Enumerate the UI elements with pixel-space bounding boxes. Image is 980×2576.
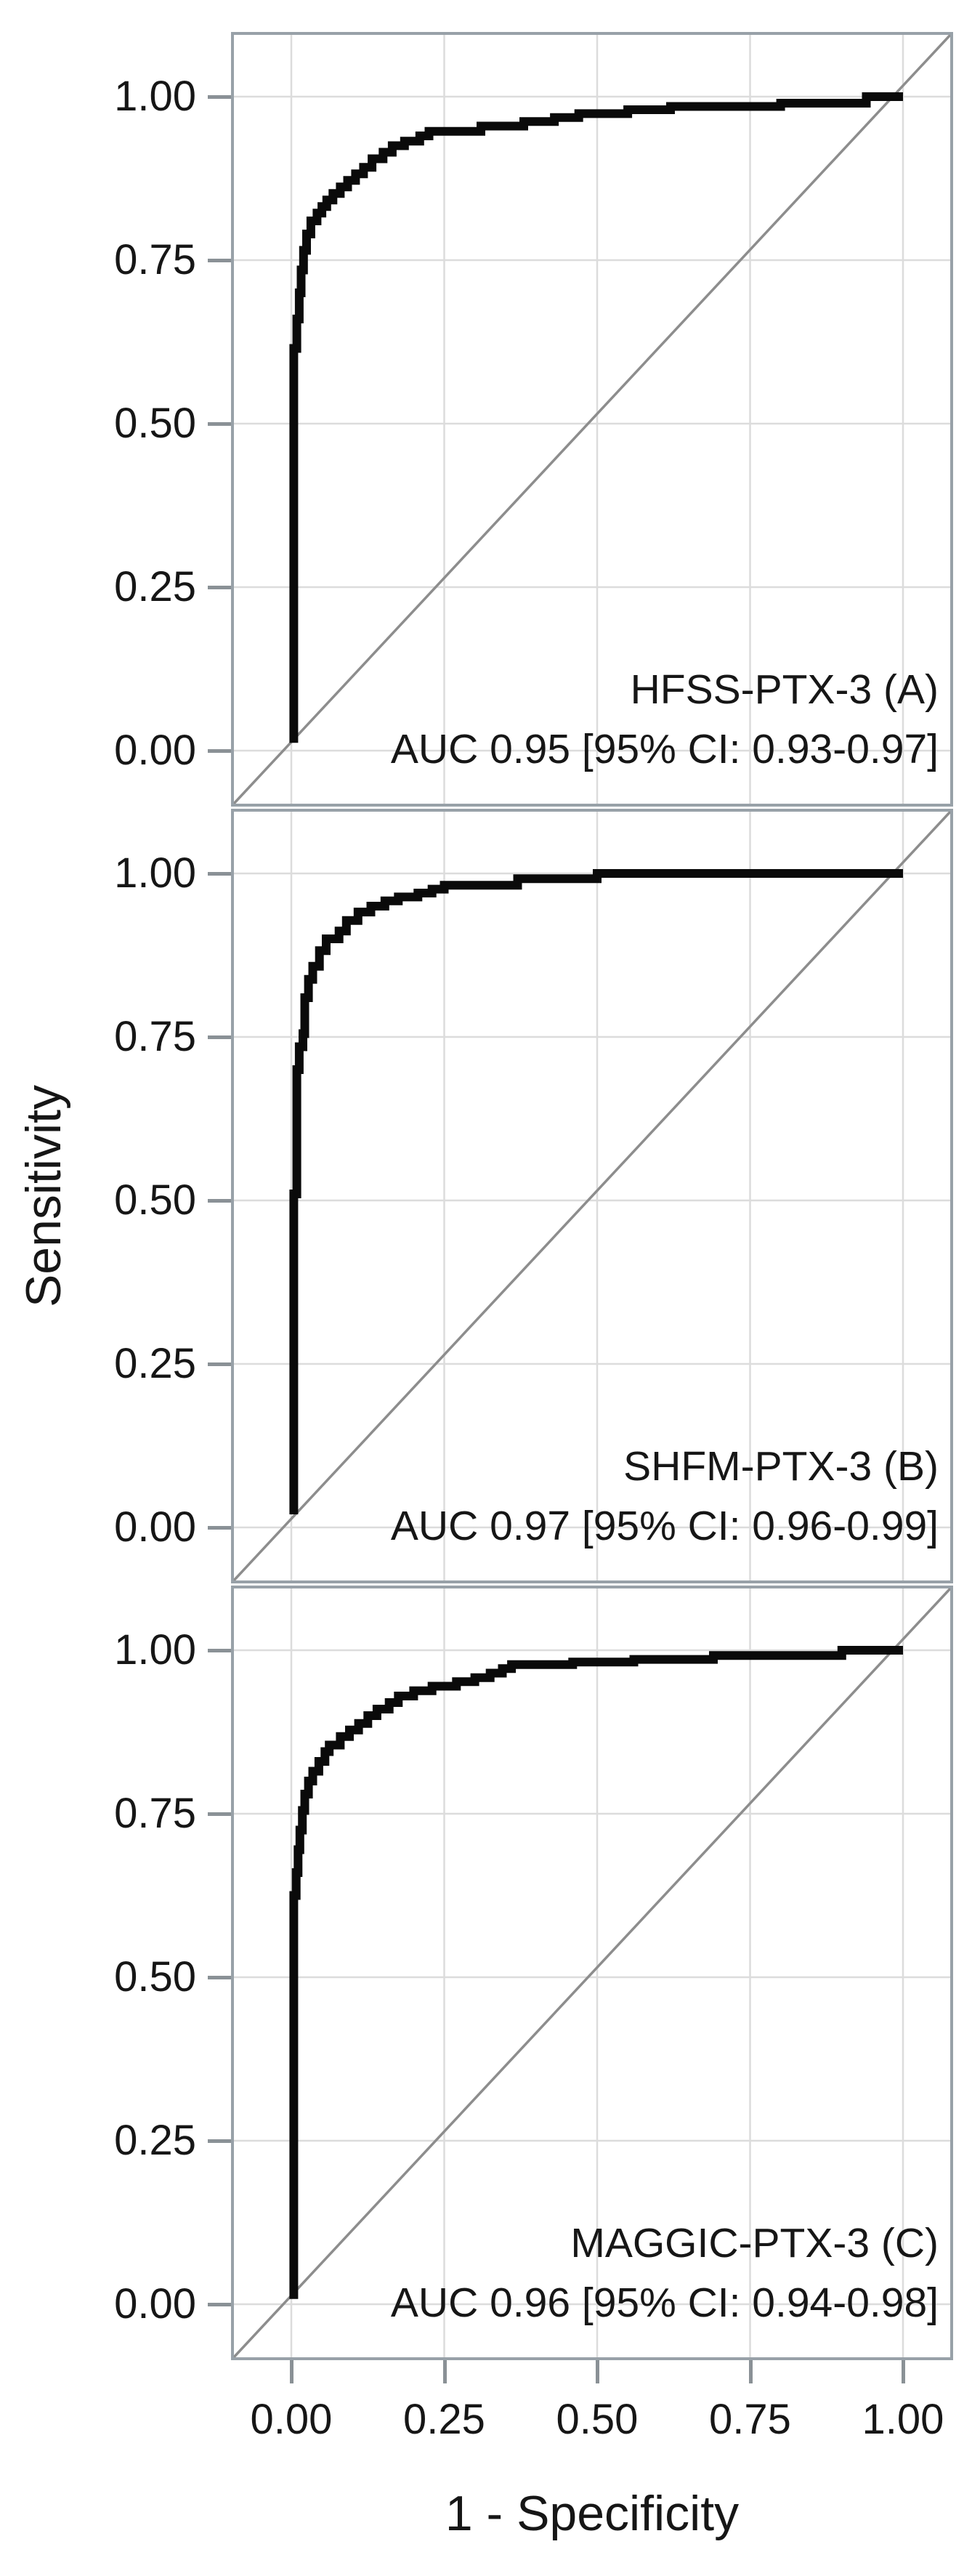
y-tick-label: 0.50 bbox=[114, 1176, 196, 1224]
x-tick-label: 0.00 bbox=[250, 2396, 333, 2443]
y-tick-mark bbox=[208, 1362, 231, 1366]
y-tick-mark bbox=[208, 1812, 231, 1816]
y-tick-mark bbox=[208, 2139, 231, 2143]
roc-plot-area-c bbox=[231, 1586, 953, 2360]
diagonal-reference-line bbox=[231, 809, 953, 1583]
y-tick-label: 1.00 bbox=[114, 849, 196, 897]
y-tick-label: 1.00 bbox=[114, 1626, 196, 1673]
roc-curve-a bbox=[289, 92, 903, 743]
y-tick-label: 0.25 bbox=[114, 2117, 196, 2164]
x-tick-mark bbox=[442, 2360, 447, 2383]
x-tick-label: 0.25 bbox=[403, 2396, 485, 2443]
roc-plot-area-a bbox=[231, 32, 953, 807]
y-tick-label: 0.50 bbox=[114, 1953, 196, 2000]
roc-panel-b: SHFM-PTX-3 (B) AUC 0.97 [95% CI: 0.96-0.9… bbox=[231, 809, 953, 1583]
y-tick-mark bbox=[208, 1976, 231, 1979]
panel-border bbox=[231, 1586, 953, 2360]
y-tick-label: 0.00 bbox=[114, 1503, 196, 1551]
roc-panel-a: HFSS-PTX-3 (A) AUC 0.95 [95% CI: 0.93-0.9… bbox=[231, 32, 953, 807]
y-tick-mark bbox=[208, 1199, 231, 1203]
y-tick-label: 0.00 bbox=[114, 2280, 196, 2327]
x-tick-mark bbox=[902, 2360, 905, 2383]
roc-plot-area-b bbox=[231, 809, 953, 1583]
y-tick-label: 0.75 bbox=[114, 1013, 196, 1060]
model-label-a: HFSS-PTX-3 (A) bbox=[630, 666, 939, 713]
model-label-c: MAGGIC-PTX-3 (C) bbox=[570, 2220, 939, 2266]
model-label-b: SHFM-PTX-3 (B) bbox=[623, 1443, 939, 1490]
y-tick-label: 0.25 bbox=[114, 563, 196, 610]
y-tick-mark bbox=[208, 586, 231, 589]
y-tick-mark bbox=[208, 749, 231, 753]
y-tick-label: 0.75 bbox=[114, 1790, 196, 1837]
panel-annotation-c: MAGGIC-PTX-3 (C) AUC 0.96 [95% CI: 0.94-0… bbox=[391, 2213, 939, 2333]
y-tick-mark bbox=[208, 1526, 231, 1530]
panel-annotation-b: SHFM-PTX-3 (B) AUC 0.97 [95% CI: 0.96-0.9… bbox=[391, 1437, 939, 1556]
roc-curve-c bbox=[289, 1646, 903, 2299]
y-tick-mark bbox=[208, 95, 231, 99]
auc-value-c: AUC 0.96 [95% CI: 0.94-0.98] bbox=[390, 2280, 939, 2326]
panel-border bbox=[231, 32, 953, 807]
x-tick-mark bbox=[748, 2360, 753, 2383]
roc-panel-c: MAGGIC-PTX-3 (C) AUC 0.96 [95% CI: 0.94-0… bbox=[231, 1586, 953, 2360]
x-tick-label: 1.00 bbox=[862, 2396, 944, 2443]
y-tick-mark bbox=[208, 872, 231, 876]
roc-curve-b bbox=[289, 869, 903, 1514]
x-axis-title: 1 - Specificity bbox=[445, 2486, 740, 2541]
x-tick-label: 0.50 bbox=[556, 2396, 639, 2443]
y-tick-label: 0.75 bbox=[114, 236, 196, 283]
y-tick-label: 1.00 bbox=[114, 73, 196, 120]
x-tick-mark bbox=[290, 2360, 293, 2383]
panel-border bbox=[231, 809, 953, 1583]
y-tick-label: 0.25 bbox=[114, 1340, 196, 1387]
y-tick-mark bbox=[208, 422, 231, 426]
auc-value-b: AUC 0.97 [95% CI: 0.96-0.99] bbox=[390, 1503, 939, 1549]
diagonal-reference-line bbox=[231, 1586, 953, 2360]
panel-annotation-a: HFSS-PTX-3 (A) AUC 0.95 [95% CI: 0.93-0.9… bbox=[391, 660, 939, 779]
y-tick-label: 0.00 bbox=[114, 727, 196, 774]
y-tick-mark bbox=[208, 2303, 231, 2306]
x-tick-label: 0.75 bbox=[709, 2396, 791, 2443]
y-tick-mark bbox=[208, 1035, 231, 1039]
y-tick-label: 0.50 bbox=[114, 400, 196, 447]
auc-value-a: AUC 0.95 [95% CI: 0.93-0.97] bbox=[390, 726, 939, 772]
y-tick-mark bbox=[208, 259, 231, 262]
diagonal-reference-line bbox=[231, 32, 953, 807]
y-tick-mark bbox=[208, 1649, 231, 1652]
x-tick-mark bbox=[596, 2360, 599, 2383]
